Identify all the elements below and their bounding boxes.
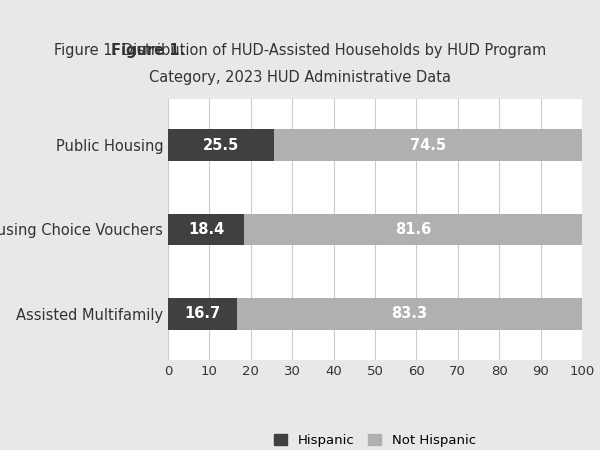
Bar: [168, 129, 274, 161]
Text: 83.3: 83.3: [392, 306, 428, 321]
Text: 81.6: 81.6: [395, 222, 431, 237]
Bar: [274, 129, 582, 161]
Text: Figure 1. Distribution of HUD-Assisted Households by HUD Program: Figure 1. Distribution of HUD-Assisted H…: [54, 43, 546, 58]
Text: 16.7: 16.7: [185, 306, 221, 321]
Bar: [237, 298, 582, 330]
Bar: [168, 213, 244, 246]
Text: Figure 1.: Figure 1.: [111, 43, 185, 58]
Text: 74.5: 74.5: [410, 138, 446, 153]
Bar: [168, 298, 237, 330]
Bar: [244, 213, 582, 246]
Text: Category, 2023 HUD Administrative Data: Category, 2023 HUD Administrative Data: [149, 70, 451, 85]
Text: 25.5: 25.5: [203, 138, 239, 153]
Text: 18.4: 18.4: [188, 222, 224, 237]
Legend: Hispanic, Not Hispanic: Hispanic, Not Hispanic: [269, 429, 481, 450]
